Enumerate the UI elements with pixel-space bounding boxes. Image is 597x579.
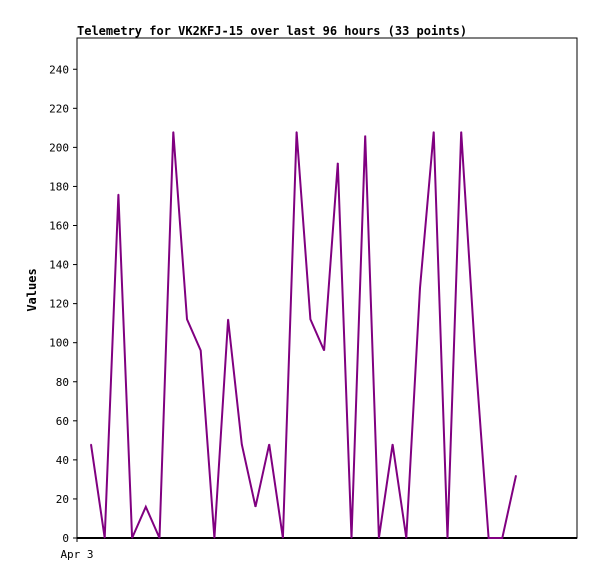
y-tick-label: 20	[56, 493, 69, 506]
data-point	[90, 443, 92, 445]
data-point	[159, 537, 160, 539]
y-tick-label: 40	[56, 454, 69, 467]
data-point	[405, 537, 407, 539]
data-point	[227, 318, 229, 320]
data-point	[501, 537, 503, 539]
data-point	[337, 162, 339, 164]
data-point	[268, 443, 270, 445]
data-point	[145, 506, 147, 508]
data-point	[186, 318, 188, 320]
data-point	[131, 537, 133, 539]
y-tick-label: 180	[49, 180, 69, 193]
series-line	[90, 131, 517, 539]
data-point	[488, 537, 490, 539]
y-tick-label: 140	[49, 259, 69, 272]
data-point	[460, 131, 462, 133]
y-tick-label: 60	[56, 415, 69, 428]
data-point	[172, 131, 174, 133]
data-point	[241, 443, 243, 445]
y-tick-label: 80	[56, 376, 69, 389]
y-tick-label: 120	[49, 298, 69, 311]
data-point	[419, 287, 421, 289]
data-point	[515, 475, 517, 476]
y-tick-label: 100	[49, 337, 69, 350]
data-point	[200, 350, 202, 351]
y-tick-label: 220	[49, 102, 69, 115]
series-layer	[77, 131, 577, 539]
data-point	[309, 318, 311, 320]
y-axis: 0 20 40 60 80 100 120 140 160 180 200 220 240	[49, 63, 77, 545]
y-tick-label: 200	[49, 141, 69, 154]
y-tick-label: 0	[62, 532, 69, 545]
data-point	[104, 537, 106, 539]
x-tick-label: Apr 3	[60, 548, 93, 561]
data-point	[433, 131, 435, 133]
data-point	[323, 350, 325, 351]
data-point	[255, 506, 256, 508]
y-axis-label: Values	[25, 268, 39, 311]
data-point	[447, 537, 448, 539]
data-point	[117, 193, 119, 195]
data-point	[364, 135, 366, 137]
data-point	[213, 537, 215, 539]
plot-frame	[76, 37, 578, 539]
data-point	[351, 537, 352, 539]
data-point	[392, 443, 394, 445]
y-tick-label: 160	[49, 220, 69, 233]
data-point	[296, 131, 298, 133]
data-point	[378, 537, 380, 539]
data-point	[282, 537, 284, 539]
y-tick-label: 240	[49, 63, 69, 76]
data-point	[474, 350, 476, 351]
chart-title: Telemetry for VK2KFJ-15 over last 96 hou…	[77, 24, 467, 38]
